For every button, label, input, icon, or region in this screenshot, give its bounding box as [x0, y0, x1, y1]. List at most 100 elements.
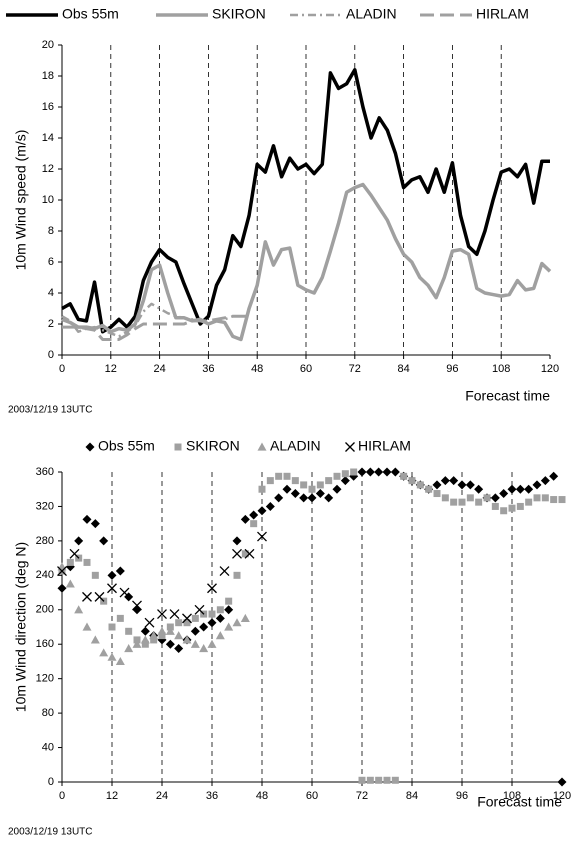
y-tick-label: 20: [42, 39, 54, 51]
point: [82, 514, 92, 524]
y-tick-label: 160: [36, 638, 54, 650]
point: [466, 494, 474, 502]
point: [57, 562, 67, 571]
point: [257, 531, 267, 542]
y-tick-label: 8: [48, 225, 54, 237]
annotation: 2003/12/19 13UTC: [8, 405, 93, 416]
legend-label: Obs 55m: [98, 438, 155, 454]
x-tick-label: 12: [105, 363, 117, 375]
point: [333, 472, 341, 480]
point: [125, 627, 133, 635]
point: [99, 536, 109, 546]
point: [141, 640, 149, 648]
point: [475, 498, 483, 506]
legend-swatch: [257, 442, 267, 451]
point: [107, 570, 117, 580]
point: [366, 776, 374, 784]
point: [150, 636, 158, 644]
point: [408, 477, 416, 485]
y-tick-label: 16: [42, 101, 54, 113]
legend-label: ALADIN: [270, 438, 321, 454]
point: [199, 622, 209, 632]
point: [315, 489, 325, 499]
point: [432, 480, 442, 490]
series-line: [62, 314, 250, 341]
point: [490, 493, 500, 503]
point: [557, 777, 567, 787]
point: [124, 644, 134, 653]
x-tick-label: 84: [397, 363, 409, 375]
point: [450, 498, 458, 506]
point: [240, 514, 250, 524]
point: [191, 614, 199, 622]
point: [132, 600, 142, 611]
x-axis-label: Forecast time: [465, 388, 550, 404]
point: [165, 626, 175, 635]
x-tick-label: 96: [456, 790, 468, 802]
x-tick-label: 108: [503, 790, 521, 802]
point: [257, 506, 267, 516]
point: [241, 550, 249, 558]
point: [224, 622, 234, 631]
point: [74, 605, 84, 614]
x-axis-label: Forecast time: [477, 794, 562, 810]
y-tick-label: 6: [48, 256, 54, 268]
point: [416, 481, 424, 489]
point: [225, 597, 233, 605]
point: [458, 498, 466, 506]
point: [190, 626, 200, 636]
x-tick-label: 120: [541, 363, 559, 375]
legend-swatch: [345, 442, 355, 452]
y-tick-label: 320: [36, 500, 54, 512]
point: [232, 548, 242, 559]
y-tick-label: 0: [48, 776, 54, 788]
legend-label: HIRLAM: [358, 438, 411, 454]
point: [94, 591, 105, 602]
point: [91, 571, 99, 579]
point: [400, 472, 408, 480]
point: [83, 558, 91, 566]
y-tick-label: 10: [42, 194, 54, 206]
point: [115, 656, 125, 666]
point: [132, 605, 142, 615]
x-tick-label: 84: [406, 790, 418, 802]
point: [140, 626, 150, 636]
point: [119, 587, 130, 598]
point: [183, 619, 191, 627]
point: [266, 477, 274, 485]
legend-label: Obs 55m: [62, 6, 119, 22]
point: [157, 626, 167, 635]
y-tick-label: 200: [36, 604, 54, 616]
point: [190, 639, 200, 648]
point: [157, 609, 167, 620]
point: [465, 480, 475, 490]
point: [149, 631, 159, 640]
x-tick-label: 120: [553, 790, 571, 802]
point: [144, 617, 155, 628]
point: [549, 471, 559, 481]
point: [107, 652, 117, 661]
point: [500, 507, 508, 515]
y-tick-label: 280: [36, 535, 54, 547]
point: [525, 498, 533, 506]
x-tick-label: 36: [206, 790, 218, 802]
y-tick-label: 80: [42, 707, 54, 719]
point: [175, 619, 183, 627]
x-tick-label: 12: [106, 790, 118, 802]
point: [433, 490, 441, 498]
point: [365, 467, 375, 477]
point: [375, 776, 383, 784]
point: [282, 484, 292, 494]
y-tick-label: 240: [36, 569, 54, 581]
point: [224, 605, 234, 615]
point: [265, 501, 275, 511]
y-tick-label: 40: [42, 741, 54, 753]
point: [316, 481, 324, 489]
y-tick-label: 360: [36, 466, 54, 478]
point: [69, 548, 80, 559]
point: [516, 502, 524, 510]
point: [307, 493, 317, 503]
point: [158, 632, 166, 640]
point: [82, 591, 92, 602]
point: [441, 494, 449, 502]
